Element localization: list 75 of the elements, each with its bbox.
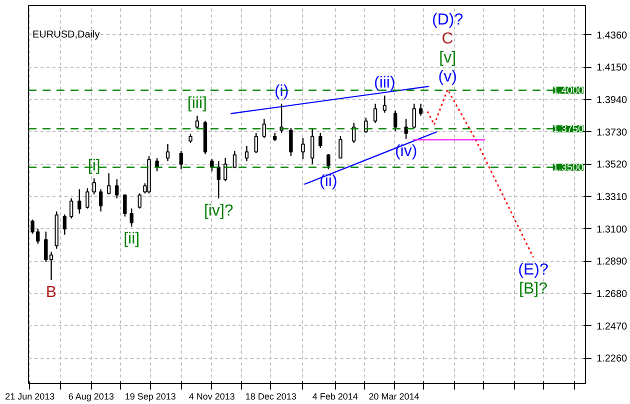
candlestick xyxy=(70,198,74,220)
candlestick xyxy=(232,150,237,169)
candlestick xyxy=(301,137,305,160)
candlestick xyxy=(130,208,134,228)
annotation: [v] xyxy=(439,49,456,66)
x-tick-label: 4 Nov 2013 xyxy=(188,392,235,402)
y-tick-label: 1.4150 xyxy=(596,62,628,74)
candlestick xyxy=(123,194,127,218)
candlestick xyxy=(418,103,423,116)
y-tick-label: 1.2890 xyxy=(596,256,628,268)
ref-line-label: 1.4000 xyxy=(552,86,584,97)
y-tick-label: 1.3310 xyxy=(596,192,628,203)
x-tick-label: 21 Jun 2013 xyxy=(5,392,55,402)
candlestick xyxy=(92,178,96,195)
y-tick-label: 1.3940 xyxy=(596,94,628,106)
ref-line-label: 1.3500 xyxy=(552,162,584,174)
ref-line-label: 1.3750 xyxy=(552,124,584,136)
x-tick-label: 19 Sep 2013 xyxy=(124,392,176,402)
y-tick-label: 1.2680 xyxy=(596,289,628,300)
annotation: (iv) xyxy=(394,142,418,160)
candlestick xyxy=(254,132,258,154)
y-tick-label: 1.3520 xyxy=(596,160,628,171)
annotation: [iv]? xyxy=(204,202,234,220)
candlestick xyxy=(210,158,214,172)
annotation: (v) xyxy=(438,68,457,86)
candlestick xyxy=(310,128,314,165)
candlestick xyxy=(107,172,111,195)
candlestick xyxy=(262,118,266,139)
annotation: [B]? xyxy=(519,280,548,298)
candlestick xyxy=(166,143,170,162)
candlestick xyxy=(62,214,66,236)
y-tick-label: 1.3100 xyxy=(596,224,628,236)
x-tick-label: 6 Aug 2013 xyxy=(68,392,114,402)
annotation: (E)? xyxy=(518,261,548,278)
annotation: (iii) xyxy=(374,74,396,92)
annotation: [ii] xyxy=(124,230,140,248)
x-tick-label: 4 Feb 2014 xyxy=(312,392,358,402)
annotation: [i] xyxy=(88,157,100,174)
candlestick xyxy=(412,103,416,129)
x-tick-label: 20 Mar 2014 xyxy=(368,392,420,402)
candlestick xyxy=(326,154,330,170)
y-tick-label: 1.2470 xyxy=(596,321,628,332)
candlestick xyxy=(98,188,103,212)
candlestick xyxy=(195,115,200,130)
candlestick xyxy=(244,145,249,162)
candlestick xyxy=(382,95,386,114)
candlestick xyxy=(394,110,398,132)
candlestick xyxy=(188,133,192,144)
candlestick xyxy=(216,160,220,199)
annotation: [iii] xyxy=(187,94,207,112)
candlestick xyxy=(404,118,408,140)
candlestick xyxy=(86,188,90,210)
candlestick xyxy=(155,158,159,172)
candlestick xyxy=(115,178,119,199)
candlestick xyxy=(338,135,342,159)
y-tick-label: 1.4360 xyxy=(596,30,628,42)
candlestick xyxy=(179,150,183,170)
annotation: C xyxy=(442,30,454,48)
candlestick xyxy=(44,231,48,262)
y-tick-label: 1.2260 xyxy=(596,354,628,365)
annotation: (ii) xyxy=(320,173,338,190)
candlestick xyxy=(223,158,228,182)
y-tick-label: 1.3730 xyxy=(596,127,628,138)
annotation: (D)? xyxy=(432,11,464,28)
candlestick xyxy=(373,103,378,124)
candlestick xyxy=(49,251,54,281)
candlestick xyxy=(78,188,82,214)
candlestick xyxy=(289,127,293,157)
line-series xyxy=(426,88,534,258)
x-tick-label: 18 Dec 2013 xyxy=(245,392,296,402)
candlestick xyxy=(364,117,368,134)
candlestick xyxy=(138,192,142,210)
annotation: B xyxy=(46,284,57,301)
candlestick xyxy=(318,132,322,149)
text: EURUSD,Daily xyxy=(32,30,100,40)
